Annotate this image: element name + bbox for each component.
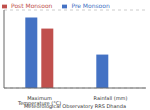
svg-text:Rainfall (mm): Rainfall (mm)	[94, 95, 128, 101]
svg-text:Meteorological Observatory RRS: Meteorological Observatory RRS Dhanda	[24, 103, 126, 110]
